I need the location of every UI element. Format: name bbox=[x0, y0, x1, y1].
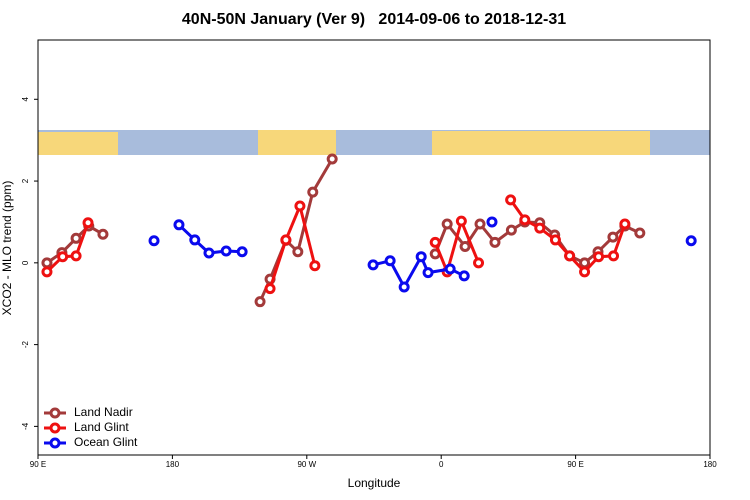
point bbox=[429, 236, 441, 248]
land-band bbox=[258, 130, 336, 155]
plot-frame bbox=[37, 39, 711, 456]
point bbox=[519, 214, 531, 226]
point bbox=[579, 257, 591, 269]
y-tick-label: -4 bbox=[21, 422, 30, 430]
y-tick-label: 2 bbox=[21, 178, 30, 183]
point bbox=[264, 283, 276, 295]
point bbox=[685, 235, 697, 247]
point bbox=[70, 232, 82, 244]
series-line bbox=[45, 222, 90, 273]
point bbox=[294, 200, 306, 212]
x-tick-label: 90 E bbox=[30, 460, 46, 469]
point bbox=[505, 224, 517, 236]
point bbox=[455, 215, 467, 227]
legend-label: Land Glint bbox=[74, 420, 129, 434]
point bbox=[619, 218, 631, 230]
land-band bbox=[38, 132, 118, 155]
x-tick-label: 90 W bbox=[297, 460, 316, 469]
x-tick-label: 90 E bbox=[567, 460, 583, 469]
map-strip bbox=[38, 130, 710, 155]
point bbox=[607, 231, 619, 243]
point bbox=[97, 228, 109, 240]
land-band bbox=[432, 131, 650, 155]
point bbox=[608, 250, 620, 262]
point bbox=[326, 153, 338, 165]
point bbox=[254, 296, 266, 308]
point bbox=[489, 236, 501, 248]
point bbox=[398, 281, 410, 293]
y-tick-label: -2 bbox=[21, 341, 30, 349]
point bbox=[292, 246, 304, 258]
legend-label: Ocean Glint bbox=[74, 435, 138, 449]
point bbox=[41, 257, 53, 269]
y-tick-label: 0 bbox=[21, 260, 30, 265]
y-axis-label: XCO2 - MLO trend (ppm) bbox=[0, 181, 14, 316]
point bbox=[82, 217, 94, 229]
point bbox=[473, 257, 485, 269]
point bbox=[634, 227, 646, 239]
point bbox=[280, 234, 292, 246]
point bbox=[474, 218, 486, 230]
point bbox=[307, 186, 319, 198]
x-tick-label: 0 bbox=[439, 460, 444, 469]
point bbox=[579, 266, 591, 278]
point bbox=[41, 266, 53, 278]
chart-title: 40N-50N January (Ver 9) 2014-09-06 to 20… bbox=[182, 11, 566, 28]
point bbox=[505, 194, 517, 206]
point bbox=[384, 255, 396, 267]
x-tick-label: 180 bbox=[703, 460, 717, 469]
point bbox=[422, 267, 434, 279]
point bbox=[415, 251, 427, 263]
point bbox=[441, 218, 453, 230]
point bbox=[444, 263, 456, 275]
legend-label: Land Nadir bbox=[74, 405, 133, 419]
point bbox=[236, 246, 248, 258]
series-line bbox=[433, 216, 480, 277]
point bbox=[486, 216, 498, 228]
point bbox=[189, 234, 201, 246]
point bbox=[534, 222, 546, 234]
point bbox=[173, 219, 185, 231]
point bbox=[70, 250, 82, 262]
point bbox=[309, 260, 321, 272]
y-tick-label: 4 bbox=[21, 97, 30, 102]
series-line bbox=[268, 201, 317, 290]
x-axis-label: Longitude bbox=[348, 476, 401, 490]
point bbox=[220, 245, 232, 257]
x-tick-label: 180 bbox=[166, 460, 180, 469]
legend-marker bbox=[49, 437, 61, 449]
point bbox=[57, 251, 69, 263]
point bbox=[549, 234, 561, 246]
point bbox=[148, 235, 160, 247]
point bbox=[367, 259, 379, 271]
point bbox=[203, 247, 215, 259]
point bbox=[458, 270, 470, 282]
point bbox=[593, 251, 605, 263]
point bbox=[564, 250, 576, 262]
legend-marker bbox=[49, 407, 61, 419]
legend-marker bbox=[49, 422, 61, 434]
point bbox=[459, 240, 471, 252]
